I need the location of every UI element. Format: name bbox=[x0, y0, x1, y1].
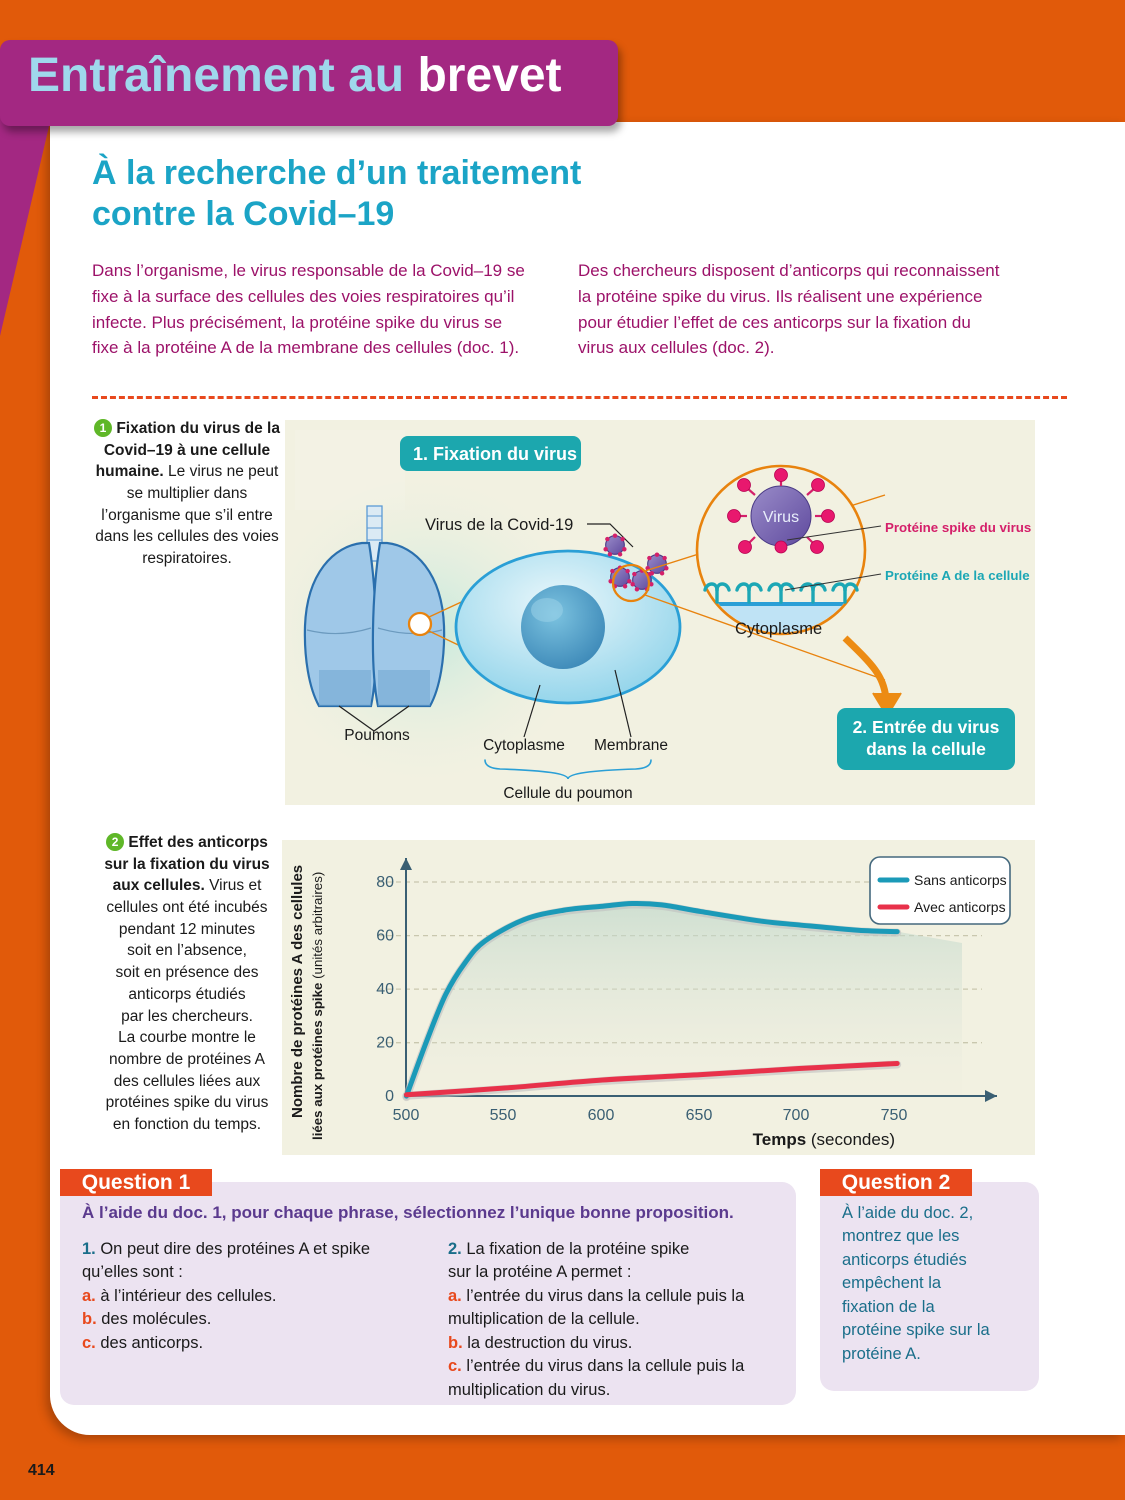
svg-text:Poumons: Poumons bbox=[344, 727, 410, 744]
svg-text:500: 500 bbox=[393, 1107, 420, 1124]
svg-text:Membrane: Membrane bbox=[594, 737, 668, 754]
svg-text:Nombre de protéines A des cell: Nombre de protéines A des cellules bbox=[289, 865, 306, 1118]
svg-text:40: 40 bbox=[376, 981, 394, 998]
svg-text:20: 20 bbox=[376, 1035, 394, 1052]
svg-text:60: 60 bbox=[376, 928, 394, 945]
svg-text:dans la cellule: dans la cellule bbox=[866, 739, 986, 759]
svg-text:1. Fixation du virus: 1. Fixation du virus bbox=[413, 444, 577, 464]
svg-text:550: 550 bbox=[490, 1107, 517, 1124]
svg-text:Cellule du poumon: Cellule du poumon bbox=[503, 785, 632, 802]
svg-text:Protéine spike du virus: Protéine spike du virus bbox=[885, 520, 1031, 535]
svg-text:Cytoplasme: Cytoplasme bbox=[735, 620, 822, 638]
svg-text:Cytoplasme: Cytoplasme bbox=[483, 737, 565, 754]
svg-text:liées aux protéines spike (uni: liées aux protéines spike (unités arbitr… bbox=[310, 872, 325, 1140]
svg-text:Virus: Virus bbox=[763, 509, 799, 526]
svg-text:Virus de la Covid-19: Virus de la Covid-19 bbox=[425, 516, 573, 534]
svg-text:Protéine A de la cellule: Protéine A de la cellule bbox=[885, 568, 1030, 583]
svg-text:Temps (secondes): Temps (secondes) bbox=[753, 1130, 895, 1149]
svg-text:2. Entrée du virus: 2. Entrée du virus bbox=[853, 717, 1000, 737]
svg-text:Avec anticorps: Avec anticorps bbox=[914, 899, 1006, 915]
svg-text:650: 650 bbox=[686, 1107, 713, 1124]
svg-text:80: 80 bbox=[376, 874, 394, 891]
svg-text:Sans anticorps: Sans anticorps bbox=[914, 872, 1007, 888]
svg-text:700: 700 bbox=[783, 1107, 810, 1124]
svg-text:600: 600 bbox=[588, 1107, 615, 1124]
svg-text:750: 750 bbox=[881, 1107, 908, 1124]
svg-text:0: 0 bbox=[385, 1088, 394, 1105]
